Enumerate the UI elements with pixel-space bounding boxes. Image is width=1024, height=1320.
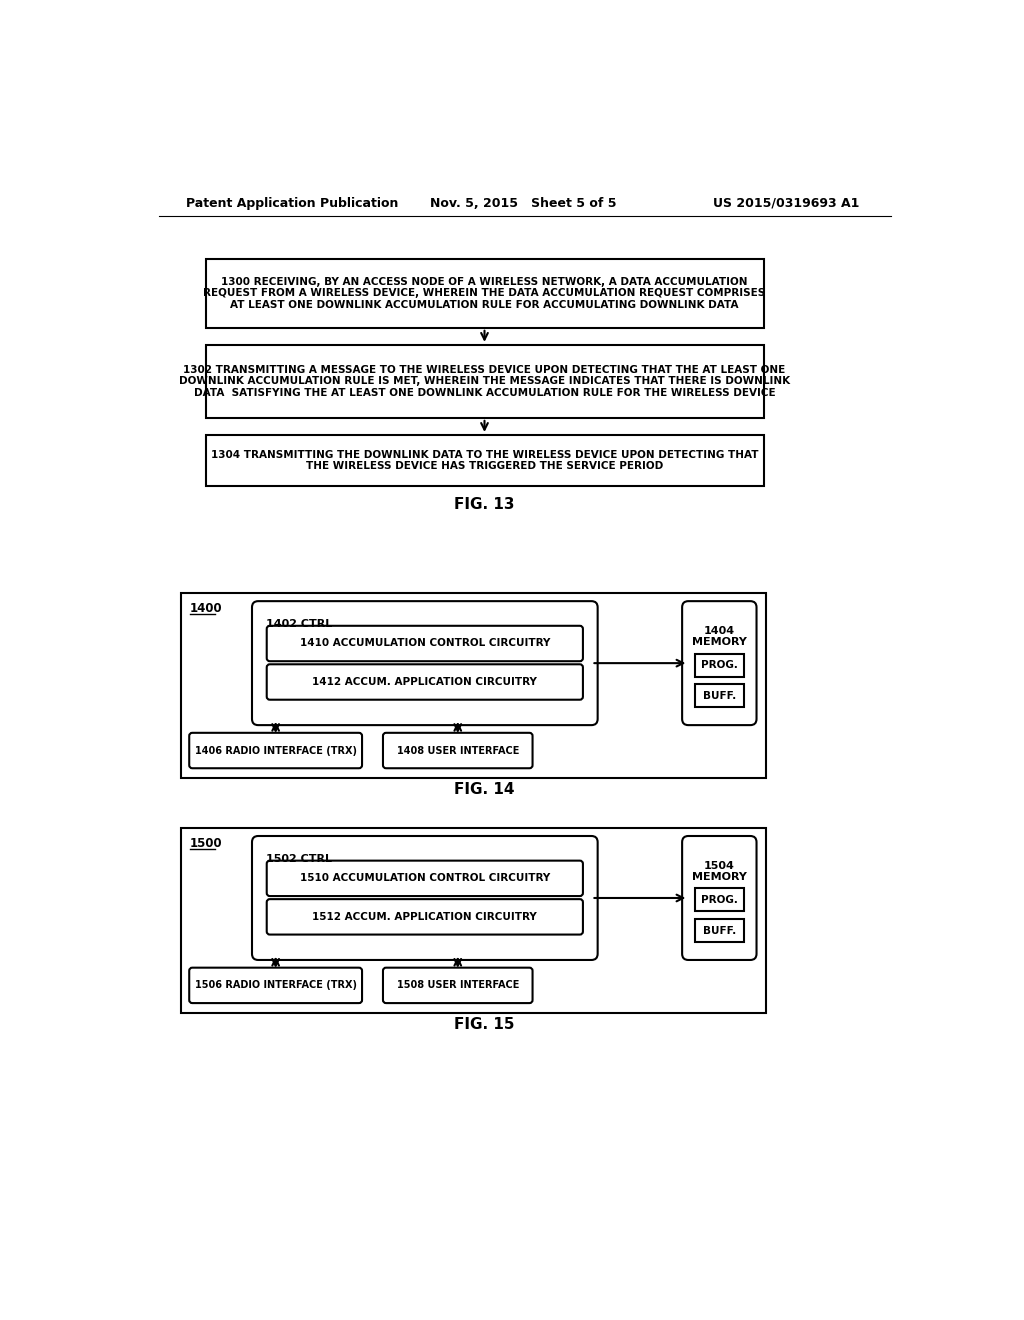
FancyBboxPatch shape [383,968,532,1003]
Text: 1300 RECEIVING, BY AN ACCESS NODE OF A WIRELESS NETWORK, A DATA ACCUMULATION
REQ: 1300 RECEIVING, BY AN ACCESS NODE OF A W… [204,277,766,310]
FancyBboxPatch shape [206,259,764,327]
FancyBboxPatch shape [682,836,757,960]
Text: 1302 TRANSMITTING A MESSAGE TO THE WIRELESS DEVICE UPON DETECTING THAT THE AT LE: 1302 TRANSMITTING A MESSAGE TO THE WIREL… [179,364,791,397]
Text: 1410 ACCUMULATION CONTROL CIRCUITRY: 1410 ACCUMULATION CONTROL CIRCUITRY [300,639,550,648]
Text: 1508 USER INTERFACE: 1508 USER INTERFACE [396,981,519,990]
Text: 1406 RADIO INTERFACE (TRX): 1406 RADIO INTERFACE (TRX) [195,746,356,755]
Text: FIG. 13: FIG. 13 [455,498,515,512]
Text: 1412 ACCUM. APPLICATION CIRCUITRY: 1412 ACCUM. APPLICATION CIRCUITRY [312,677,538,686]
Text: 1408 USER INTERFACE: 1408 USER INTERFACE [396,746,519,755]
FancyBboxPatch shape [252,836,598,960]
FancyBboxPatch shape [266,861,583,896]
Text: 1400: 1400 [190,602,222,615]
Text: 1512 ACCUM. APPLICATION CIRCUITRY: 1512 ACCUM. APPLICATION CIRCUITRY [312,912,538,921]
Text: FIG. 15: FIG. 15 [455,1018,515,1032]
Text: 1502 CTRL: 1502 CTRL [266,854,332,865]
Text: 1504
MEMORY: 1504 MEMORY [692,861,746,882]
FancyBboxPatch shape [694,888,744,911]
Text: PROG.: PROG. [700,895,737,906]
Text: PROG.: PROG. [700,660,737,671]
Text: 1404
MEMORY: 1404 MEMORY [692,626,746,647]
FancyBboxPatch shape [694,684,744,708]
Text: BUFF.: BUFF. [702,690,736,701]
FancyBboxPatch shape [383,733,532,768]
Text: 1402 CTRL: 1402 CTRL [266,619,332,630]
FancyBboxPatch shape [252,601,598,725]
Text: FIG. 14: FIG. 14 [455,783,515,797]
FancyBboxPatch shape [694,653,744,677]
Text: 1500: 1500 [190,837,222,850]
FancyBboxPatch shape [266,626,583,661]
FancyBboxPatch shape [189,968,362,1003]
Text: Patent Application Publication: Patent Application Publication [186,197,398,210]
FancyBboxPatch shape [189,733,362,768]
FancyBboxPatch shape [206,345,764,418]
Text: 1506 RADIO INTERFACE (TRX): 1506 RADIO INTERFACE (TRX) [195,981,356,990]
FancyBboxPatch shape [266,899,583,935]
FancyBboxPatch shape [180,829,766,1014]
Text: 1304 TRANSMITTING THE DOWNLINK DATA TO THE WIRELESS DEVICE UPON DETECTING THAT
T: 1304 TRANSMITTING THE DOWNLINK DATA TO T… [211,450,758,471]
Text: BUFF.: BUFF. [702,925,736,936]
FancyBboxPatch shape [694,919,744,942]
Text: US 2015/0319693 A1: US 2015/0319693 A1 [713,197,859,210]
Text: 1510 ACCUMULATION CONTROL CIRCUITRY: 1510 ACCUMULATION CONTROL CIRCUITRY [300,874,550,883]
FancyBboxPatch shape [180,594,766,779]
FancyBboxPatch shape [206,434,764,487]
Text: Nov. 5, 2015   Sheet 5 of 5: Nov. 5, 2015 Sheet 5 of 5 [430,197,616,210]
FancyBboxPatch shape [682,601,757,725]
FancyBboxPatch shape [266,664,583,700]
